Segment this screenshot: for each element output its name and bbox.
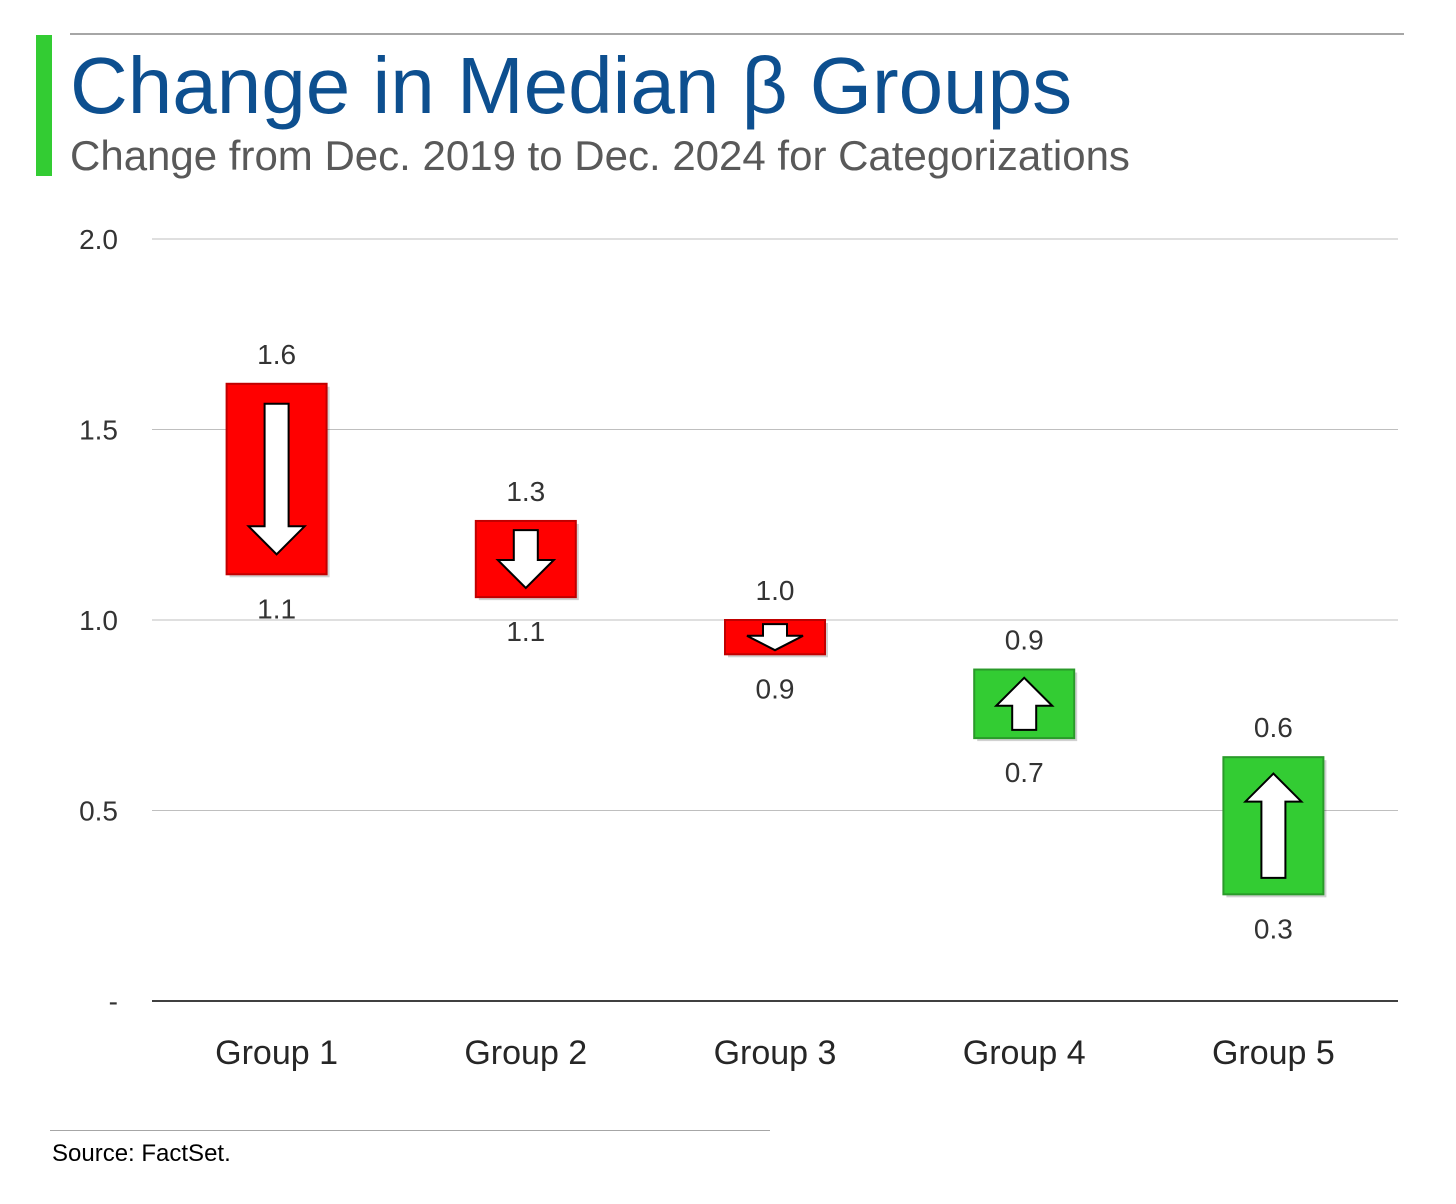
data-label-top: 1.0 — [756, 575, 795, 606]
x-category-label: Group 1 — [215, 1034, 338, 1072]
y-tick-label: 1.5 — [79, 415, 118, 446]
data-label-bottom: 0.3 — [1254, 913, 1293, 944]
data-label-bottom: 1.1 — [506, 616, 545, 647]
y-tick-label: 1.0 — [79, 605, 118, 636]
arrow-down-icon — [746, 623, 804, 652]
chart-title: Change in Median β Groups — [70, 41, 1073, 130]
data-label-bottom: 1.1 — [257, 593, 296, 624]
source-note: Source: FactSet. — [52, 1140, 231, 1167]
chart-subtitle: Change from Dec. 2019 to Dec. 2024 for C… — [70, 132, 1130, 179]
arrow-down-icon — [495, 529, 557, 590]
title-top-rule — [70, 33, 1404, 35]
y-tick-label: - — [109, 986, 118, 1017]
data-label-bottom: 0.7 — [1005, 757, 1044, 788]
data-label-top: 1.6 — [257, 339, 296, 370]
arrow-up-icon — [1242, 772, 1304, 879]
x-category-label: Group 2 — [464, 1034, 587, 1072]
x-category-label: Group 5 — [1212, 1034, 1335, 1072]
data-label-top: 0.9 — [1005, 625, 1044, 656]
source-rule — [50, 1130, 770, 1131]
y-tick-label: 2.0 — [79, 224, 118, 255]
title-accent-bar — [36, 35, 52, 176]
arrow-up-icon — [993, 676, 1055, 731]
data-label-top: 1.3 — [506, 476, 545, 507]
x-category-label: Group 3 — [714, 1034, 837, 1072]
x-category-label: Group 4 — [963, 1034, 1086, 1072]
y-tick-label: 0.5 — [79, 796, 118, 827]
data-label-bottom: 0.9 — [756, 673, 795, 704]
data-label-top: 0.6 — [1254, 712, 1293, 743]
arrow-down-icon — [246, 402, 308, 556]
